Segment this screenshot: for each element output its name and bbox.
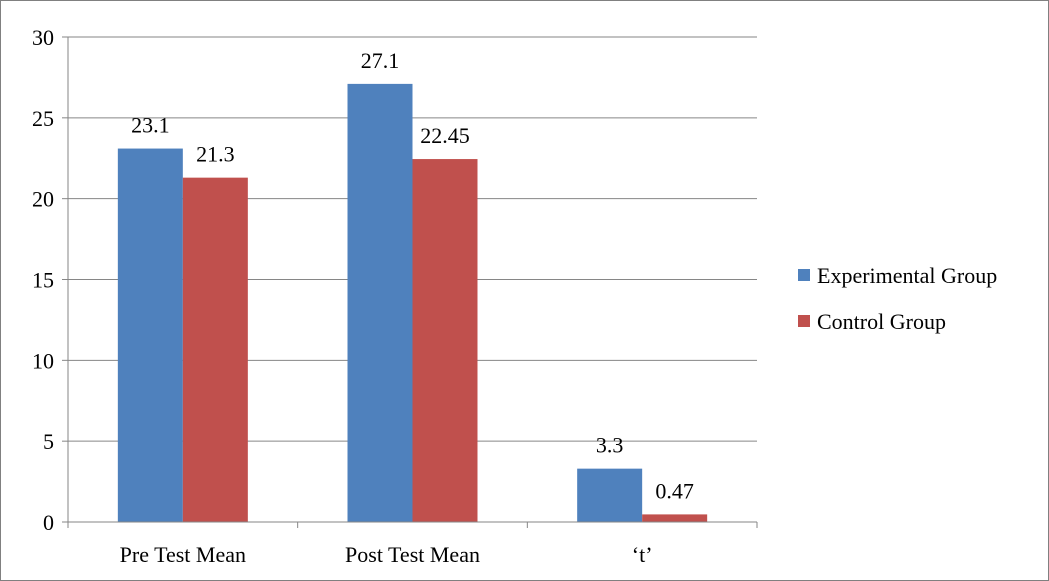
y-tick-label: 25 [32,106,54,131]
bar [642,514,708,522]
data-label: 21.3 [196,142,235,167]
data-label: 0.47 [655,478,694,503]
bar [182,177,248,522]
y-tick-label: 15 [32,268,54,293]
legend-label: Experimental Group [817,263,997,288]
data-label: 27.1 [361,48,400,73]
data-label: 22.45 [420,123,470,148]
legend-swatch [798,315,810,327]
data-label: 3.3 [596,433,624,458]
y-tick-label: 5 [43,429,54,454]
y-tick-label: 10 [32,348,54,373]
bars [117,83,708,523]
bar [577,468,643,522]
bar [412,159,478,522]
bar [117,148,183,523]
y-tick-label: 30 [32,25,54,50]
legend-label: Control Group [817,309,946,334]
data-label: 23.1 [131,113,170,138]
x-category-label: ‘t’ [632,542,653,567]
y-tick-label: 20 [32,187,54,212]
x-category-label: Post Test Mean [345,542,480,567]
legend: Experimental Group Control Group [798,263,997,334]
axes: 0 5 10 15 20 25 30 Pre Test Mean Post Test Mean ‘… [32,25,758,567]
legend-swatch [798,269,810,281]
bar [347,83,413,522]
x-category-label: Pre Test Mean [120,542,246,567]
y-tick-label: 0 [43,510,54,535]
data-labels: 23.1 21.3 27.1 22.45 3.3 0.47 [131,48,694,504]
